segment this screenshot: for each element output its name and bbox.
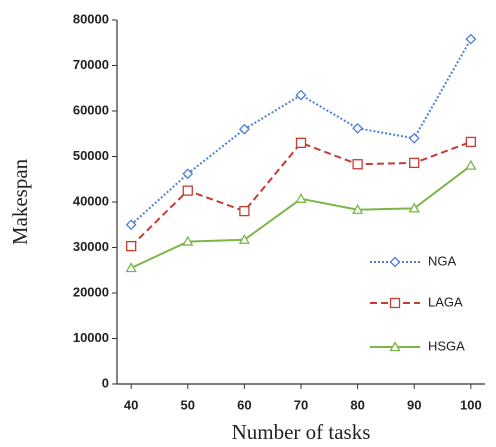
marker [352, 159, 363, 170]
x-tick-label: 90 [407, 397, 421, 412]
y-tick-label: 60000 [73, 102, 109, 117]
y-axis-label: Makespan [8, 158, 32, 245]
marker [125, 219, 137, 231]
marker [465, 33, 477, 45]
x-tick-label: 60 [237, 397, 251, 412]
marker [352, 203, 364, 214]
marker [465, 136, 476, 148]
legend-label: HSGA [428, 338, 465, 353]
marker [182, 185, 193, 196]
x-tick-label: 40 [124, 397, 138, 412]
marker [125, 262, 137, 273]
series-line [130, 164, 472, 269]
x-tick-label: 80 [350, 397, 364, 412]
legend-marker [389, 256, 401, 268]
marker [126, 240, 137, 252]
y-tick-label: 20000 [73, 284, 109, 299]
marker [295, 192, 307, 203]
marker [295, 137, 307, 149]
marker [408, 202, 420, 213]
marker [409, 157, 420, 169]
legend-label: LAGA [428, 294, 463, 309]
marker [295, 89, 307, 101]
x-axis-label: Number of tasks [232, 420, 371, 444]
marker [408, 132, 420, 144]
x-tick-label: 70 [294, 397, 308, 412]
legend-marker [389, 297, 401, 309]
y-tick-label: 50000 [73, 148, 109, 163]
y-tick-label: 70000 [73, 57, 109, 72]
y-tick-label: 0 [102, 375, 109, 390]
y-tick-label: 10000 [73, 330, 109, 345]
marker [352, 122, 364, 134]
y-tick-label: 80000 [73, 11, 109, 26]
marker [239, 205, 250, 217]
legend-marker [389, 341, 401, 352]
y-tick-label: 40000 [73, 193, 109, 208]
y-tick-label: 30000 [73, 239, 109, 254]
marker [465, 159, 477, 170]
marker [182, 168, 194, 180]
x-tick-label: 50 [181, 397, 195, 412]
marker [238, 123, 250, 135]
marker [238, 233, 250, 244]
marker [182, 235, 194, 246]
x-tick-label: 100 [460, 397, 482, 412]
legend-label: NGA [428, 253, 457, 268]
